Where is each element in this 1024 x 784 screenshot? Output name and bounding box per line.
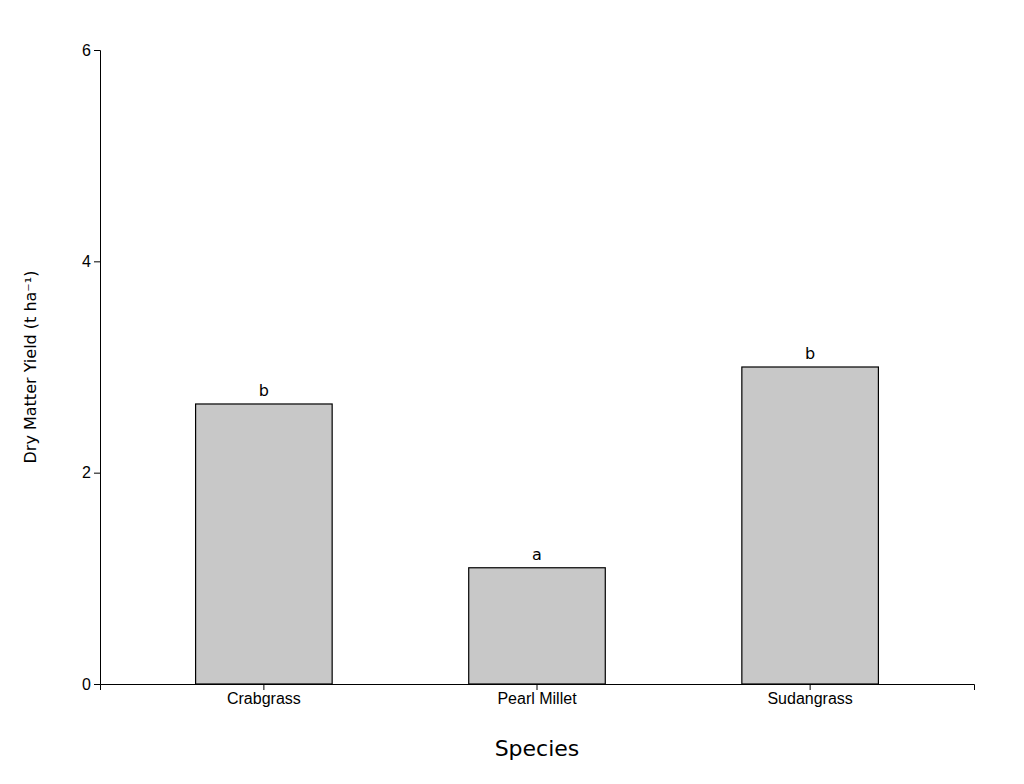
chart-container: b a b Crabgrass Pearl Millet Sudangrass 0 2 4 6 Sp…	[0, 0, 1024, 784]
y-tick: 0	[82, 676, 100, 693]
x-tick: Pearl Millet	[497, 684, 577, 707]
x-tick: Sudangrass	[767, 684, 852, 707]
x-tick-label: Sudangrass	[767, 690, 852, 707]
x-axis: Crabgrass Pearl Millet Sudangrass	[101, 684, 975, 707]
y-tick-label: 4	[82, 253, 91, 270]
x-tick-mark	[537, 684, 538, 690]
x-tick: Crabgrass	[227, 684, 301, 707]
plot-area: b a b Crabgrass Pearl Millet Sudangrass 0 2 4 6	[82, 42, 974, 708]
y-axis: 0 2 4 6	[82, 42, 100, 693]
y-tick-mark	[94, 684, 100, 685]
y-tick: 4	[82, 253, 100, 270]
x-tick-label: Crabgrass	[227, 690, 301, 707]
x-tick-mark	[810, 684, 811, 690]
y-tick: 2	[82, 464, 100, 481]
y-tick-label: 6	[82, 42, 91, 59]
annotation: a	[532, 545, 542, 564]
chart-svg: b a b Crabgrass Pearl Millet Sudangrass 0 2 4 6 Sp…	[0, 0, 1024, 784]
bars	[196, 367, 879, 684]
x-axis-title: Species	[495, 736, 580, 761]
bar	[742, 367, 879, 684]
bar	[196, 404, 333, 684]
x-axis-line	[101, 685, 975, 691]
annotations: b a b	[259, 344, 815, 564]
x-tick-mark	[263, 684, 264, 690]
annotation: b	[805, 344, 815, 363]
y-tick-mark	[94, 50, 100, 51]
y-tick-mark	[94, 261, 100, 262]
y-tick-label: 2	[82, 464, 91, 481]
annotation: b	[259, 381, 269, 400]
y-tick-mark	[94, 473, 100, 474]
y-axis-title: Dry Matter Yield (t ha⁻¹)	[21, 271, 40, 464]
y-axis-line	[94, 51, 101, 685]
y-tick-label: 0	[82, 676, 91, 693]
y-tick: 6	[82, 42, 100, 59]
bar	[469, 568, 606, 684]
x-tick-label: Pearl Millet	[497, 690, 577, 707]
